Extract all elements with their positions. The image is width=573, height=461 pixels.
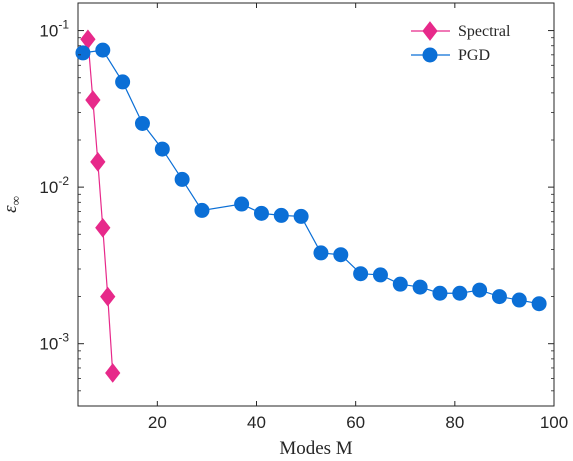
y-tick-label: 10-3	[39, 331, 69, 354]
data-point-pgd	[75, 45, 91, 61]
data-point-pgd	[472, 282, 488, 298]
data-point-spectral	[100, 286, 116, 307]
data-point-pgd	[273, 207, 289, 223]
x-tick-label: 20	[148, 413, 167, 432]
data-point-pgd	[134, 115, 150, 131]
x-tick-label: 60	[346, 413, 365, 432]
x-tick-label: 80	[445, 413, 464, 432]
legend: Spectral PGD	[411, 21, 511, 64]
data-point-pgd	[372, 267, 388, 283]
data-point-pgd	[452, 285, 468, 301]
y-axis-label-sub: ∞	[8, 196, 23, 205]
series-line-spectral	[87, 39, 114, 374]
data-point-pgd	[491, 289, 507, 305]
x-axis-label: Modes M	[279, 438, 352, 459]
legend-label-spectral: Spectral	[458, 23, 511, 40]
axes-box	[77, 2, 555, 407]
y-tick-label: 10-1	[39, 18, 69, 41]
data-point-spectral	[90, 152, 106, 172]
y-axis-label-base: ε	[0, 205, 21, 213]
plot-area	[77, 2, 555, 407]
data-point-spectral	[85, 90, 101, 110]
data-point-pgd	[313, 245, 329, 261]
y-tick-label: 10-2	[39, 174, 69, 197]
data-point-pgd	[392, 276, 408, 292]
data-point-pgd	[194, 202, 210, 218]
data-point-pgd	[511, 292, 527, 308]
data-point-pgd	[353, 266, 369, 282]
data-point-pgd	[154, 141, 170, 157]
data-point-pgd	[412, 279, 428, 295]
data-point-spectral	[105, 363, 121, 383]
axis-ticks: 20 40 60 80 100 10-3 10-2 10-1	[39, 3, 568, 432]
data-point-spectral	[95, 217, 111, 238]
data-point-pgd	[333, 247, 349, 263]
x-tick-label: 40	[247, 413, 266, 432]
y-axis-label: ε∞	[0, 196, 23, 213]
legend-marker-spectral	[422, 21, 438, 41]
data-point-pgd	[432, 285, 448, 301]
legend-marker-pgd	[422, 47, 438, 63]
x-tick-label: 100	[540, 413, 568, 432]
chart-marks	[75, 29, 547, 383]
data-point-pgd	[234, 196, 250, 212]
series-line-pgd	[82, 49, 540, 305]
data-point-pgd	[531, 296, 547, 312]
legend-label-pgd: PGD	[458, 47, 490, 64]
data-point-pgd	[293, 208, 309, 224]
data-point-pgd	[95, 42, 111, 58]
data-point-pgd	[253, 205, 269, 221]
data-point-pgd	[115, 74, 131, 90]
data-point-pgd	[174, 171, 190, 187]
